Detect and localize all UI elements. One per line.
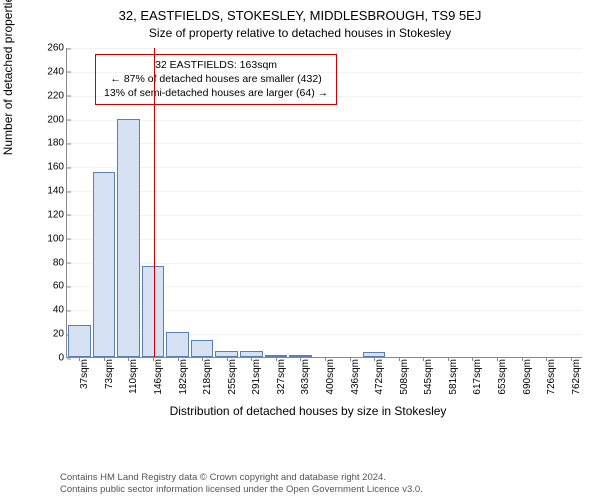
x-tick-label: 436sqm: [350, 357, 361, 395]
x-tick-label: 653sqm: [497, 357, 508, 395]
annotation-line-3: 13% of semi-detached houses are larger (…: [104, 86, 328, 100]
gridline: [67, 167, 582, 168]
x-tick-label: 73sqm: [104, 357, 115, 389]
histogram-bar: [93, 172, 116, 357]
gridline: [67, 120, 582, 121]
chart-container: Number of detached properties 32 EASTFIE…: [28, 46, 588, 416]
y-tick-label: 180: [47, 138, 67, 149]
footer-line-1: Contains HM Land Registry data © Crown c…: [60, 472, 590, 484]
x-tick-label: 110sqm: [128, 357, 139, 394]
y-tick-label: 40: [53, 305, 67, 316]
annotation-box: 32 EASTFIELDS: 163sqm ← 87% of detached …: [95, 54, 337, 105]
gridline: [67, 263, 582, 264]
x-tick-label: 472sqm: [374, 357, 385, 395]
x-axis-label: Distribution of detached houses by size …: [170, 404, 447, 418]
x-tick-label: 690sqm: [522, 357, 533, 395]
y-tick-label: 60: [53, 281, 67, 292]
x-tick-label: 545sqm: [423, 357, 434, 395]
y-tick-label: 260: [47, 43, 67, 54]
gridline: [67, 239, 582, 240]
footer-attribution: Contains HM Land Registry data © Crown c…: [60, 472, 590, 496]
x-tick-label: 146sqm: [153, 357, 164, 395]
gridline: [67, 48, 582, 49]
x-tick-label: 508sqm: [399, 357, 410, 395]
y-tick-label: 220: [47, 90, 67, 101]
x-tick-label: 726sqm: [546, 357, 557, 395]
page-subtitle: Size of property relative to detached ho…: [0, 23, 600, 40]
footer-line-2: Contains public sector information licen…: [60, 484, 590, 496]
reference-line: [154, 48, 155, 357]
annotation-line-1: 32 EASTFIELDS: 163sqm: [104, 58, 328, 72]
plot-area: 32 EASTFIELDS: 163sqm ← 87% of detached …: [66, 48, 582, 358]
annotation-line-2: ← 87% of detached houses are smaller (43…: [104, 72, 328, 86]
gridline: [67, 215, 582, 216]
gridline: [67, 143, 582, 144]
x-tick-label: 400sqm: [325, 357, 336, 395]
y-tick-label: 200: [47, 114, 67, 125]
x-tick-label: 182sqm: [178, 357, 189, 395]
y-tick-label: 120: [47, 209, 67, 220]
x-tick-label: 291sqm: [251, 357, 262, 395]
page-title: 32, EASTFIELDS, STOKESLEY, MIDDLESBROUGH…: [0, 0, 600, 23]
y-tick-label: 160: [47, 162, 67, 173]
gridline: [67, 191, 582, 192]
y-tick-label: 240: [47, 66, 67, 77]
x-tick-label: 762sqm: [571, 357, 582, 395]
y-tick-label: 100: [47, 233, 67, 244]
gridline: [67, 96, 582, 97]
x-tick-label: 363sqm: [300, 357, 311, 395]
histogram-bar: [191, 340, 214, 357]
histogram-bar: [68, 325, 91, 357]
y-tick-label: 80: [53, 257, 67, 268]
histogram-bar: [166, 332, 189, 357]
x-tick-label: 327sqm: [276, 357, 287, 395]
y-tick-label: 0: [58, 353, 67, 364]
y-tick-label: 20: [53, 329, 67, 340]
gridline: [67, 72, 582, 73]
x-tick-label: 37sqm: [79, 357, 90, 389]
histogram-bar: [117, 119, 140, 357]
x-tick-label: 581sqm: [448, 357, 459, 395]
x-tick-label: 255sqm: [227, 357, 238, 395]
x-tick-label: 218sqm: [202, 357, 213, 395]
x-tick-label: 617sqm: [472, 357, 483, 395]
y-tick-label: 140: [47, 186, 67, 197]
y-axis-label: Number of detached properties: [1, 0, 15, 155]
